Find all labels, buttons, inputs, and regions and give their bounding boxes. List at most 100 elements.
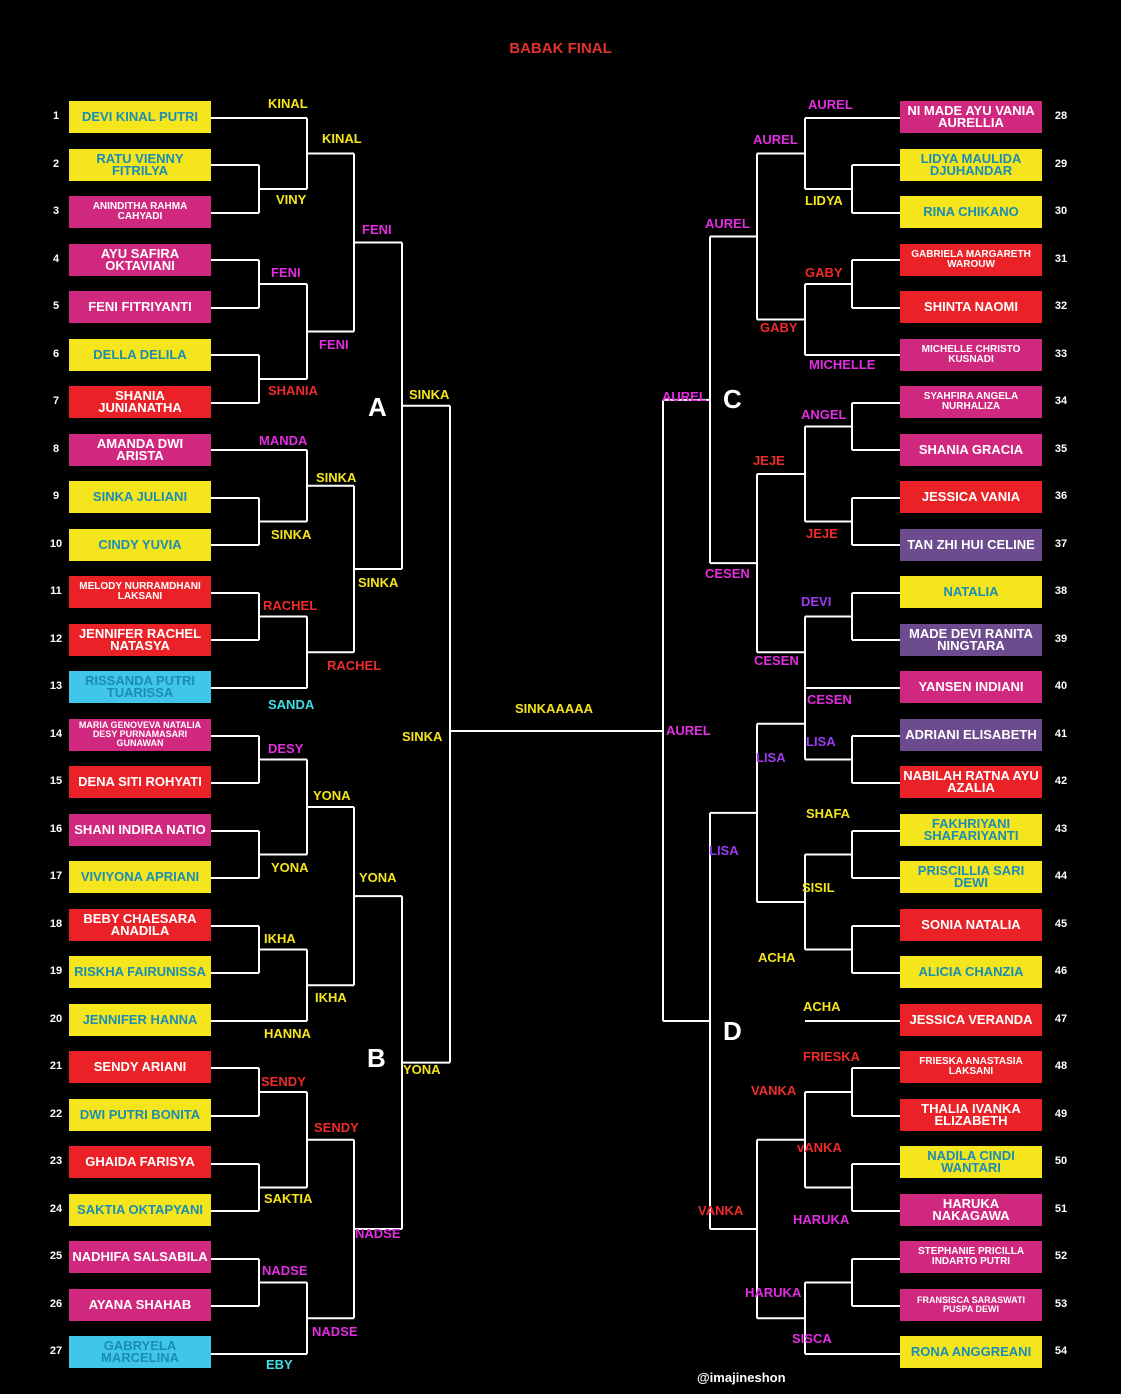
winner-label: SINKA [402,729,443,744]
winner-label: HARUKA [793,1212,850,1227]
seed-number: 3 [52,205,60,217]
entrant-box: DEVI KINAL PUTRI [69,101,211,133]
entrant-box: RINA CHIKANO [900,196,1042,228]
entrant-box: DENA SITI ROHYATI [69,766,211,798]
seed-number: 26 [49,1297,63,1310]
entrant-box: VIVIYONA APRIANI [69,861,211,893]
seed-number: 7 [52,395,60,407]
entrant-box: GABRYELA MARCELINA [69,1336,211,1368]
entrant-box: FRANSISCA SARASWATI PUSPA DEWI [900,1288,1042,1321]
seed-number: 39 [1054,632,1068,645]
winner-label: SENDY [314,1120,359,1135]
seed-number: 21 [49,1060,63,1072]
entrant-box: YANSEN INDIANI [900,671,1042,703]
seed-number: 51 [1054,1202,1068,1215]
winner-label: NADSE [262,1263,308,1278]
entrant-box: AMANDA DWI ARISTA [69,433,211,466]
group-label-b: B [367,1043,386,1073]
winner-label: EBY [266,1357,293,1372]
seed-number: 29 [1054,157,1068,170]
seed-number: 27 [49,1345,63,1357]
entrant-box: JENNIFER RACHEL NATASYA [69,623,211,656]
winner-label: ACHA [803,999,841,1014]
seed-number: 8 [52,442,60,455]
winner-label: FENI [271,265,301,280]
seed-number: 35 [1054,442,1068,455]
winner-label: SENDY [261,1074,306,1089]
winner-label: VANKA [698,1203,744,1218]
entrant-box: FENI FITRIYANTI [69,291,211,323]
winner-label: SINKA [271,527,312,542]
winner-label: CESEN [705,566,750,581]
group-label-d: D [723,1016,742,1046]
entrant-box: THALIA IVANKA ELIZABETH [900,1098,1042,1131]
winner-label: RACHEL [263,598,318,613]
entrant-box: SHANIA JUNIANATHA [69,386,211,418]
entrant-box: SONIA NATALIA [900,908,1042,941]
seed-number: 47 [1054,1012,1068,1025]
entrant-box: SENDY ARIANI [69,1051,211,1083]
seed-number: 19 [49,965,63,977]
entrant-box: JESSICA VANIA [900,481,1042,513]
seed-number: 24 [49,1202,63,1215]
seed-number: 4 [52,252,60,265]
seed-number: 45 [1054,917,1068,930]
entrant-box: NATALIA [900,576,1042,608]
seed-number: 23 [49,1155,63,1167]
entrant-box: NADILA CINDI WANTARI [900,1146,1042,1178]
entrant-box: RISSANDA PUTRI TUARISSA [69,671,211,703]
entrant-box: FAKHRIYANI SHAFARIYANTI [900,813,1042,846]
seed-number: 30 [1054,205,1068,217]
winner-label: SINKA [409,387,450,402]
winner-label: YONA [313,788,351,803]
seed-number: 52 [1054,1250,1068,1262]
entrant-box: SHANIA GRACIA [900,433,1042,466]
entrant-box: ANINDITHA RAHMA CAHYADI [69,196,211,228]
winner-label: LISA [806,734,836,749]
winner-label: VINY [276,192,307,207]
entrant-box: NI MADE AYU VANIA AURELLIA [900,101,1042,133]
seed-number: 36 [1054,490,1068,502]
seed-number: 15 [49,775,63,787]
winner-label: AUREL [753,132,798,147]
winner-label: SANDA [268,697,315,712]
entrant-box: SHINTA NAOMI [900,291,1042,323]
seed-number: 20 [49,1012,63,1025]
seed-number: 22 [49,1107,63,1120]
seed-number: 43 [1054,822,1068,835]
winner-label: VANKA [751,1083,797,1098]
winner-label: SAKTIA [264,1191,313,1206]
winner-label: HANNA [264,1026,311,1041]
seed-number: 14 [49,727,63,740]
entrant-box: ADRIANI ELISABETH [900,718,1042,751]
winner-label: CESEN [754,653,799,668]
winner-label: DEVI [801,594,832,609]
winner-label: FENI [319,337,349,352]
seed-number: 1 [52,110,60,122]
winner-label: YONA [359,870,397,885]
winner-label: ACHA [758,950,796,965]
entrant-box: JESSICA VERANDA [900,1003,1042,1036]
credit-handle: @imajineshon [697,1370,786,1385]
winner-label: KINAL [268,96,308,111]
group-label-c: C [723,384,742,414]
winner-label: AUREL [666,723,711,738]
seed-number: 5 [52,300,60,312]
winner-label: HARUKA [745,1285,802,1300]
entrant-box: MADE DEVI RANITA NINGTARA [900,623,1042,656]
seed-number: 38 [1054,585,1068,597]
seed-number: 44 [1054,870,1068,882]
entrant-box: SINKA JULIANI [69,481,211,513]
winner-label: CESEN [807,692,852,707]
entrant-box: GABRIELA MARGARETH WAROUW [900,243,1042,276]
seed-number: 42 [1054,775,1068,787]
seed-number: 46 [1054,965,1068,977]
entrant-box: RATU VIENNY FITRILYA [69,148,211,181]
seed-number: 33 [1054,347,1068,360]
entrant-box: SYAHFIRA ANGELA NURHALIZA [900,386,1042,418]
winner-label: AUREL [808,97,853,112]
winner-label: NADSE [355,1226,401,1241]
entrant-box: LIDYA MAULIDA DJUHANDAR [900,148,1042,181]
final-winner-label: SINKAAAAA [515,701,593,716]
seed-number: 53 [1054,1297,1068,1310]
